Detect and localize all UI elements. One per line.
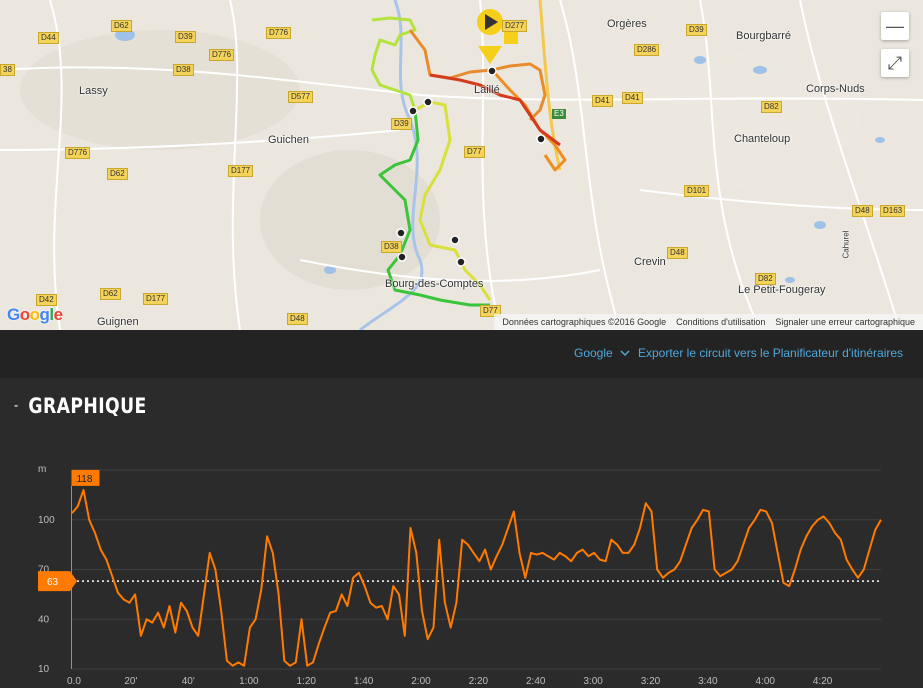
google-logo-letter: o [29, 305, 40, 324]
fullscreen-button[interactable]: ⤢ [881, 49, 909, 77]
road-label: D62 [111, 20, 132, 32]
road-label: D41 [592, 95, 613, 107]
x-tick-label: 0.0 [67, 676, 81, 687]
road-label: D776 [65, 147, 91, 159]
y-axis-label: m [38, 464, 46, 475]
road-label: 38 [0, 64, 15, 76]
road-label: D163 [880, 205, 906, 217]
x-tick-label: 1:00 [239, 676, 259, 687]
place-label: Guignen [97, 316, 139, 328]
road-label: D38 [381, 241, 402, 253]
max-marker-label: 118 [76, 474, 92, 485]
export-route-link[interactable]: Exporter le circuit vers le Planificateu… [638, 346, 904, 360]
y-tick-label: 100 [38, 515, 55, 526]
place-label: Corps-Nuds [806, 83, 865, 95]
place-label: Bourgbarré [736, 30, 792, 42]
place-label: Le Petit-Fougeray [738, 284, 826, 296]
place-label: Chanteloup [734, 133, 791, 145]
y-tick-label: 70 [38, 565, 50, 576]
highway-label: E3 [552, 109, 566, 119]
x-tick-label: 2:00 [411, 676, 431, 687]
map-data-credit: Données cartographiques ©2016 Google [502, 317, 667, 327]
map-toolbar: Google Exporter le circuit vers le Plani… [0, 330, 923, 378]
map-attribution: Données cartographiques ©2016 Google Con… [494, 314, 923, 330]
road-label: D48 [852, 205, 873, 217]
x-tick-label: 1:20 [297, 676, 317, 687]
place-label: Cahurel [841, 230, 851, 259]
road-label: D44 [38, 32, 59, 44]
map-provider-label: Google [574, 346, 613, 360]
y-tick-label: 10 [38, 664, 50, 675]
google-logo-letter: e [53, 305, 63, 324]
zoom-out-button[interactable]: — [881, 12, 909, 40]
x-tick-label: 3:00 [583, 676, 603, 687]
road-label: D39 [391, 118, 412, 130]
average-marker [38, 571, 77, 592]
road-label: D277 [502, 20, 528, 32]
map-canvas [0, 0, 923, 330]
route-track [370, 16, 567, 307]
road-label: D82 [755, 273, 776, 285]
road-label: D77 [464, 146, 485, 158]
x-tick-label: 40' [182, 676, 195, 687]
road-label: D39 [686, 24, 707, 36]
chevron-down-icon [620, 350, 630, 357]
lakes [115, 29, 885, 283]
google-logo[interactable]: Google [7, 305, 63, 325]
x-tick-label: 1:40 [354, 676, 374, 687]
x-tick-label: 4:00 [756, 676, 776, 687]
x-tick-label: 3:20 [641, 676, 661, 687]
collapse-toggle[interactable]: - [14, 398, 19, 414]
elevation-line [71, 488, 882, 667]
road-label: D577 [288, 91, 314, 103]
x-tick-label: 2:20 [469, 676, 489, 687]
road-label: D62 [100, 288, 121, 300]
x-tick-label: 20' [124, 676, 137, 687]
map-provider-select[interactable]: Google [574, 346, 630, 360]
road-label: D41 [622, 92, 643, 104]
x-tick-label: 3:40 [698, 676, 718, 687]
road-label: D62 [107, 168, 128, 180]
elevation-chart[interactable]: 10 40 70 100 m 0.0 20' 40' 1:00 1:20 1:40 2:00 2:20 2… [0, 378, 923, 688]
terms-link[interactable]: Conditions d'utilisation [676, 317, 766, 327]
google-logo-letter: l [49, 305, 54, 324]
road-label: D177 [228, 165, 254, 177]
google-logo-letter: g [39, 305, 50, 324]
road-label: D286 [634, 44, 660, 56]
fullscreen-icon: ⤢ [887, 52, 903, 73]
average-marker-label: 63 [47, 577, 59, 588]
place-label: Guichen [268, 134, 309, 146]
route-map[interactable]: Lassy Guichen Laillé Orgères Bourgbarré … [0, 0, 923, 331]
road-label: D42 [36, 294, 57, 306]
place-label: Crevin [634, 256, 666, 268]
place-label: Laillé [474, 84, 500, 96]
place-label: Lassy [79, 85, 108, 97]
road-label: D776 [209, 49, 235, 61]
x-tick-label: 2:40 [526, 676, 546, 687]
max-marker [71, 469, 100, 486]
road-label: D776 [266, 27, 292, 39]
report-error-link[interactable]: Signaler une erreur cartographique [775, 317, 915, 327]
start-marker-icon[interactable] [477, 9, 518, 64]
google-logo-letter: G [7, 305, 20, 324]
graph-panel: - GRAPHIQUE 10 40 70 100 m 0.0 20' 40' 1:00 1:20 1… [0, 378, 923, 688]
road-label: D38 [173, 64, 194, 76]
y-tick-label: 40 [38, 614, 50, 625]
panel-title: GRAPHIQUE [28, 394, 147, 418]
road-label: D48 [667, 247, 688, 259]
panel-header[interactable]: - GRAPHIQUE [14, 394, 147, 418]
place-label: Orgères [607, 18, 647, 30]
road-label: D48 [287, 313, 308, 325]
road-label: D101 [684, 185, 710, 197]
road-label: D177 [143, 293, 169, 305]
google-logo-letter: o [19, 305, 30, 324]
waypoints[interactable] [396, 66, 546, 267]
x-tick-label: 4:20 [813, 676, 833, 687]
road-label: D82 [761, 101, 782, 113]
place-label: Bourg-des-Comptes [385, 278, 484, 290]
road-label: D39 [175, 31, 196, 43]
